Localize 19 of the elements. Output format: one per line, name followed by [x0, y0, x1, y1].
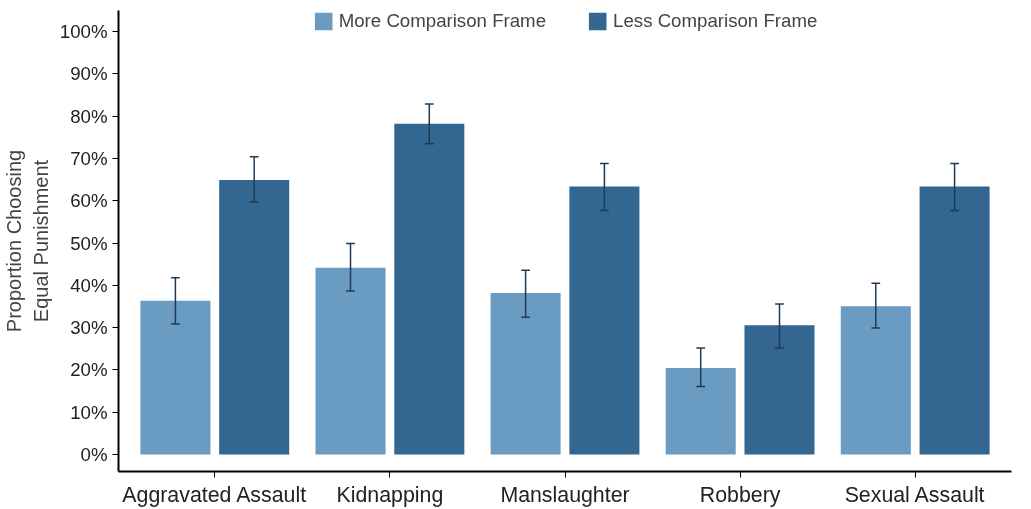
y-tick-label: 50%	[70, 232, 108, 254]
y-tick-label: 100%	[59, 21, 108, 43]
y-tick-label: 40%	[70, 274, 108, 296]
y-tick-label: 70%	[70, 148, 108, 170]
x-tick-label: Robbery	[699, 482, 781, 507]
x-tick-label: Aggravated Assault	[122, 482, 307, 507]
y-tick-label: 0%	[80, 444, 108, 466]
y-tick-label: 80%	[70, 105, 108, 127]
y-tick-label: 60%	[70, 190, 108, 212]
y-tick-label: 30%	[70, 317, 108, 339]
y-tick-label: 90%	[70, 63, 108, 85]
x-tick-label: Manslaughter	[500, 482, 630, 507]
y-tick-label: 10%	[70, 401, 108, 423]
x-tick-label: Sexual Assault	[844, 482, 985, 507]
legend-label: Less Comparison Frame	[613, 10, 818, 32]
y-tick-label: 20%	[70, 359, 108, 381]
y-axis-title: Proportion Choosing Equal Punishment	[3, 149, 52, 333]
legend-label: More Comparison Frame	[338, 10, 547, 32]
x-tick-label: Kidnapping	[336, 482, 444, 507]
